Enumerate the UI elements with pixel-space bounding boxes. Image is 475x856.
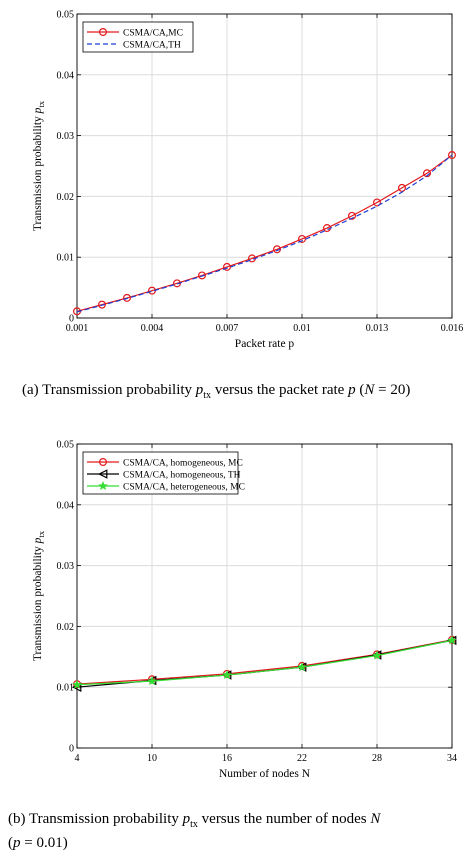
series-0 bbox=[72, 635, 457, 689]
series-2 bbox=[72, 635, 457, 689]
caption-b-line1: (b) Transmission probability ptx versus … bbox=[8, 811, 381, 830]
y-tick-label: 0.01 bbox=[57, 683, 75, 694]
data-point bbox=[298, 234, 307, 243]
grid-lines bbox=[76, 13, 453, 319]
x-tick-label: 28 bbox=[372, 753, 382, 764]
data-point bbox=[448, 151, 457, 160]
data-point bbox=[297, 662, 307, 672]
data-point bbox=[222, 670, 232, 680]
y-tick-label: 0.03 bbox=[57, 131, 75, 142]
x-tick-label: 4 bbox=[75, 753, 80, 764]
y-tick-label: 0 bbox=[69, 744, 74, 755]
x-tick-label: 16 bbox=[222, 753, 232, 764]
legend-label: CSMA/CA,MC bbox=[123, 29, 183, 39]
x-axis-label: Packet rate p bbox=[235, 338, 295, 350]
y-axis-label: Transmission probability ptx bbox=[32, 530, 46, 661]
series-1 bbox=[71, 635, 457, 692]
series-line bbox=[76, 639, 453, 686]
legend-marker bbox=[98, 28, 107, 37]
y-tick-label: 0.05 bbox=[57, 10, 75, 21]
y-tick-label: 0.03 bbox=[57, 561, 75, 572]
series-line bbox=[76, 639, 453, 685]
plot-frame bbox=[76, 13, 453, 319]
legend-label: CSMA/CA, homogeneous, MC bbox=[123, 459, 243, 469]
legend: CSMA/CA,MC CSMA/CA,TH bbox=[82, 21, 194, 53]
tick-labels: 4 10 16 22 28 34 0 0.01 0.02 0.03 0.04 0.05 bbox=[57, 440, 458, 765]
plot-frame bbox=[76, 443, 453, 749]
data-point bbox=[147, 676, 157, 686]
x-tick-label: 22 bbox=[297, 753, 307, 764]
legend-box bbox=[82, 451, 239, 495]
series-1 bbox=[76, 154, 453, 313]
x-tick-label: 10 bbox=[147, 753, 157, 764]
y-tick-label: 0.02 bbox=[57, 192, 75, 203]
x-tick-label: 0.007 bbox=[216, 323, 239, 334]
x-tick-label: 34 bbox=[447, 753, 457, 764]
chart-packet-rate: 0.001 0.004 0.007 0.01 0.013 0.016 0 0.01 0.02 0.… bbox=[0, 0, 475, 380]
y-tick-label: 0.02 bbox=[57, 622, 75, 633]
legend-marker bbox=[97, 469, 108, 479]
caption-a: (a) Transmission probability ptx versus … bbox=[22, 382, 411, 401]
x-tick-label: 0.004 bbox=[141, 323, 164, 334]
series-line bbox=[76, 154, 453, 313]
series-0 bbox=[72, 151, 457, 316]
x-tick-label: 0.016 bbox=[441, 323, 464, 334]
data-point bbox=[447, 635, 457, 645]
chart-number-of-nodes: 4 10 16 22 28 34 0 0.01 0.02 0.03 0.04 0.05 Number o… bbox=[0, 435, 475, 851]
data-point bbox=[372, 650, 382, 660]
legend-box bbox=[82, 21, 194, 53]
legend-label: CSMA/CA,TH bbox=[123, 41, 181, 51]
legend-label: CSMA/CA, homogeneous, TH bbox=[123, 471, 241, 481]
x-tick-label: 0.01 bbox=[293, 323, 311, 334]
legend: CSMA/CA, homogeneous, MC CSMA/CA, homogen… bbox=[82, 451, 245, 495]
data-point bbox=[348, 211, 357, 220]
legend-label: CSMA/CA, heterogeneous, MC bbox=[123, 483, 245, 493]
data-point bbox=[223, 262, 232, 271]
data-point bbox=[97, 300, 106, 309]
data-point bbox=[198, 271, 207, 280]
chart-b-svg: 4 10 16 22 28 34 0 0.01 0.02 0.03 0.04 0.05 Number o… bbox=[32, 440, 458, 781]
legend-marker bbox=[98, 480, 108, 491]
y-tick-label: 0.01 bbox=[57, 253, 75, 264]
y-tick-label: 0 bbox=[69, 314, 74, 325]
y-tick-label: 0.05 bbox=[57, 440, 75, 451]
caption-b: (b) Transmission probability ptx versus … bbox=[8, 810, 470, 853]
data-point bbox=[373, 198, 382, 207]
data-point bbox=[423, 169, 432, 178]
y-axis-label: Transmission probability ptx bbox=[32, 100, 46, 231]
data-point bbox=[72, 679, 82, 689]
legend-marker bbox=[98, 458, 107, 467]
chart-a-svg: 0.001 0.004 0.007 0.01 0.013 0.016 0 0.01 0.02 0.… bbox=[32, 10, 464, 351]
series-line bbox=[76, 154, 453, 312]
x-tick-label: 0.001 bbox=[66, 323, 89, 334]
y-tick-label: 0.04 bbox=[57, 500, 75, 511]
x-axis-label: Number of nodes N bbox=[219, 768, 311, 780]
tick-labels: 0.001 0.004 0.007 0.01 0.013 0.016 0 0.01 0.02 0.… bbox=[57, 10, 464, 335]
data-point bbox=[122, 293, 131, 302]
y-tick-label: 0.04 bbox=[57, 70, 75, 81]
data-point bbox=[398, 183, 407, 192]
x-tick-label: 0.013 bbox=[366, 323, 389, 334]
caption-b-line2: (p = 0.01) bbox=[8, 835, 68, 851]
